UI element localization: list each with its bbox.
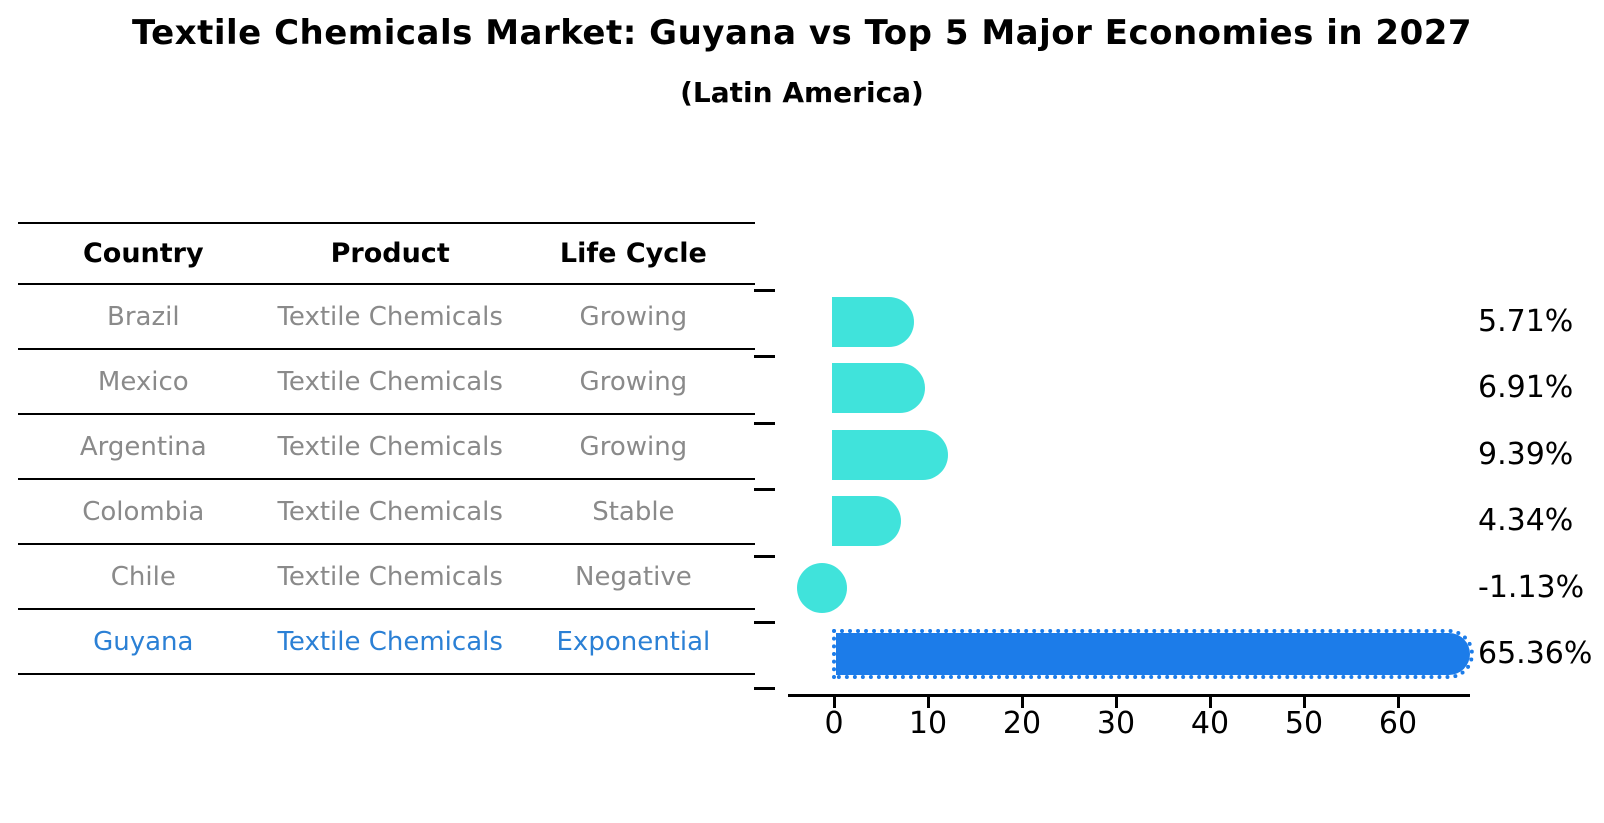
x-tick-mark: [1397, 697, 1400, 708]
y-tick-mark: [754, 555, 775, 558]
table-header-row: Country Product Life Cycle: [18, 224, 755, 285]
page-title: Textile Chemicals Market: Guyana vs Top …: [131, 13, 1473, 53]
bar-chile: [797, 563, 848, 613]
column-header-country: Country: [82, 238, 204, 269]
x-tick-label: 50: [1284, 706, 1324, 741]
y-tick-mark: [754, 687, 775, 690]
cell-country: Mexico: [97, 366, 189, 397]
bar-mexico: [832, 363, 925, 413]
bar-colombia: [832, 496, 901, 546]
country-table: Country Product Life Cycle Brazil Textil…: [18, 222, 755, 675]
cell-country: Argentina: [79, 431, 207, 462]
y-tick-mark: [754, 289, 775, 292]
value-label-colombia: 4.34%: [1478, 503, 1574, 538]
bar-guyana: [832, 629, 1474, 679]
value-label-brazil: 5.71%: [1478, 304, 1574, 339]
page-subtitle: (Latin America): [680, 76, 924, 109]
table-row: Chile Textile Chemicals Negative: [18, 545, 755, 610]
value-label-mexico: 6.91%: [1478, 370, 1574, 405]
x-tick-label: 30: [1096, 706, 1136, 741]
cell-life-cycle: Growing: [579, 366, 688, 397]
column-header-product: Product: [330, 238, 450, 269]
column-header-life-cycle: Life Cycle: [559, 238, 707, 269]
x-tick-mark: [1303, 697, 1306, 708]
cell-product: Textile Chemicals: [277, 366, 503, 397]
cell-product: Textile Chemicals: [277, 626, 503, 657]
cell-life-cycle: Stable: [592, 496, 675, 527]
cell-product: Textile Chemicals: [277, 496, 503, 527]
cell-life-cycle: Exponential: [556, 626, 711, 657]
x-tick-label: 60: [1378, 706, 1418, 741]
cell-life-cycle: Negative: [575, 561, 692, 592]
value-label-argentina: 9.39%: [1478, 437, 1574, 472]
cell-product: Textile Chemicals: [277, 301, 503, 332]
x-tick-label: 40: [1190, 706, 1230, 741]
cell-life-cycle: Growing: [579, 301, 688, 332]
x-axis-line: [788, 694, 1470, 697]
table-body: Brazil Textile Chemicals Growing Mexico …: [18, 285, 755, 675]
value-label-chile: -1.13%: [1478, 570, 1585, 605]
cell-country: Colombia: [82, 496, 205, 527]
x-tick-label: 10: [908, 706, 948, 741]
cell-country: Brazil: [107, 301, 180, 332]
value-label-guyana: 65.36%: [1478, 636, 1593, 671]
x-tick-mark: [927, 697, 930, 708]
bar-argentina: [832, 430, 948, 480]
y-tick-mark: [754, 621, 775, 624]
cell-country: Chile: [110, 561, 176, 592]
y-tick-mark: [754, 488, 775, 491]
x-tick-mark: [1115, 697, 1118, 708]
x-tick-label: 20: [1002, 706, 1042, 741]
cell-product: Textile Chemicals: [277, 561, 503, 592]
table-row: Guyana Textile Chemicals Exponential: [18, 610, 755, 675]
table-row: Argentina Textile Chemicals Growing: [18, 415, 755, 480]
y-tick-mark: [754, 355, 775, 358]
x-tick-mark: [1209, 697, 1212, 708]
table-row: Brazil Textile Chemicals Growing: [18, 285, 755, 350]
x-tick-mark: [833, 697, 836, 708]
y-tick-mark: [754, 422, 775, 425]
bar-brazil: [832, 297, 914, 347]
x-tick-label: 0: [824, 706, 844, 741]
cell-life-cycle: Growing: [579, 431, 688, 462]
table-row: Colombia Textile Chemicals Stable: [18, 480, 755, 545]
table-row: Mexico Textile Chemicals Growing: [18, 350, 755, 415]
cell-country: Guyana: [93, 626, 194, 657]
cell-product: Textile Chemicals: [277, 431, 503, 462]
x-tick-mark: [1021, 697, 1024, 708]
